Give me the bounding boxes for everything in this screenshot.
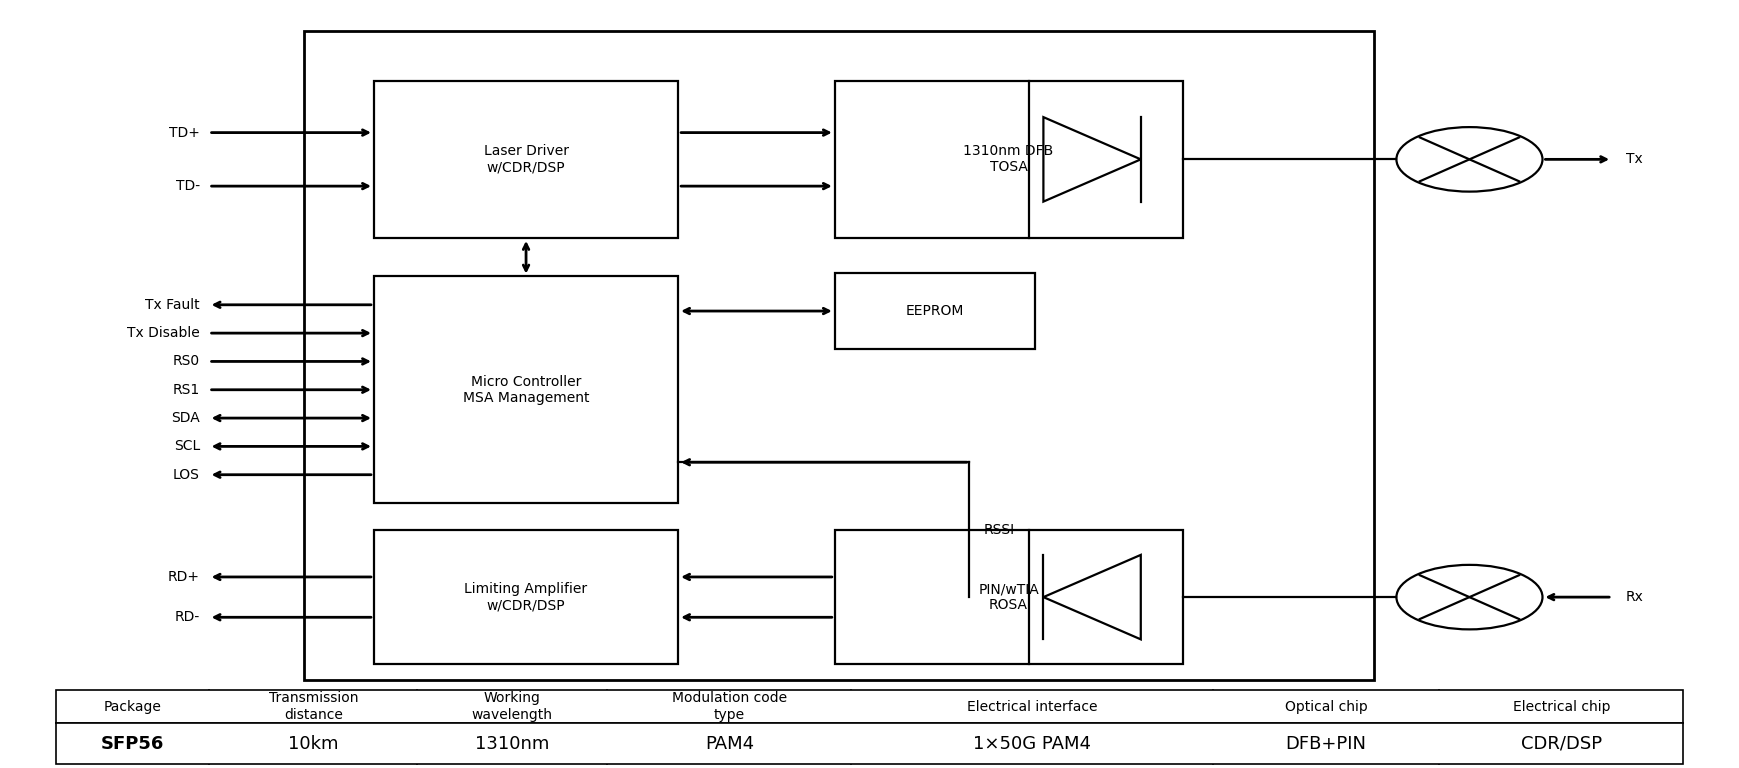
Text: 1310nm DFB
TOSA: 1310nm DFB TOSA xyxy=(963,144,1054,174)
Text: TD+: TD+ xyxy=(169,126,200,140)
Text: Laser Driver
w/CDR/DSP: Laser Driver w/CDR/DSP xyxy=(483,144,569,174)
Bar xyxy=(835,273,1035,349)
Text: 1×50G PAM4: 1×50G PAM4 xyxy=(974,735,1092,753)
Text: TD-: TD- xyxy=(176,179,200,193)
Text: CDR/DSP: CDR/DSP xyxy=(1520,735,1602,753)
Text: PAM4: PAM4 xyxy=(704,735,755,753)
Text: 1310nm: 1310nm xyxy=(475,735,550,753)
Bar xyxy=(835,530,1183,664)
Text: Transmission
distance: Transmission distance xyxy=(268,691,358,722)
Text: LOS: LOS xyxy=(174,468,200,482)
Text: Package: Package xyxy=(104,700,162,713)
Bar xyxy=(374,276,678,503)
Text: SCL: SCL xyxy=(174,439,200,453)
Text: Tx Disable: Tx Disable xyxy=(127,326,200,340)
Bar xyxy=(304,31,1374,680)
Text: PIN/wTIA
ROSA: PIN/wTIA ROSA xyxy=(979,582,1038,612)
Text: Tx Fault: Tx Fault xyxy=(146,298,200,312)
Text: Optical chip: Optical chip xyxy=(1285,700,1367,713)
Text: DFB+PIN: DFB+PIN xyxy=(1285,735,1367,753)
Text: SFP56: SFP56 xyxy=(101,735,163,753)
Text: Modulation code
type: Modulation code type xyxy=(671,691,788,722)
Text: SDA: SDA xyxy=(170,411,200,425)
Text: RS1: RS1 xyxy=(172,382,200,397)
Text: Electrical chip: Electrical chip xyxy=(1513,700,1610,713)
Text: RD-: RD- xyxy=(174,611,200,624)
Text: RD+: RD+ xyxy=(169,570,200,584)
Text: 10km: 10km xyxy=(289,735,339,753)
Text: Tx: Tx xyxy=(1626,152,1643,167)
Text: RS0: RS0 xyxy=(172,355,200,369)
Text: RSSI: RSSI xyxy=(984,523,1014,537)
Text: EEPROM: EEPROM xyxy=(906,304,963,318)
Bar xyxy=(56,723,1683,764)
Text: Working
wavelength: Working wavelength xyxy=(471,691,553,722)
Text: Limiting Amplifier
w/CDR/DSP: Limiting Amplifier w/CDR/DSP xyxy=(464,582,588,612)
Bar xyxy=(835,81,1183,238)
Bar xyxy=(374,530,678,664)
Bar xyxy=(374,81,678,238)
Text: Micro Controller
MSA Management: Micro Controller MSA Management xyxy=(463,375,590,405)
Text: Rx: Rx xyxy=(1626,590,1643,604)
Bar xyxy=(56,690,1683,723)
Text: Electrical interface: Electrical interface xyxy=(967,700,1097,713)
